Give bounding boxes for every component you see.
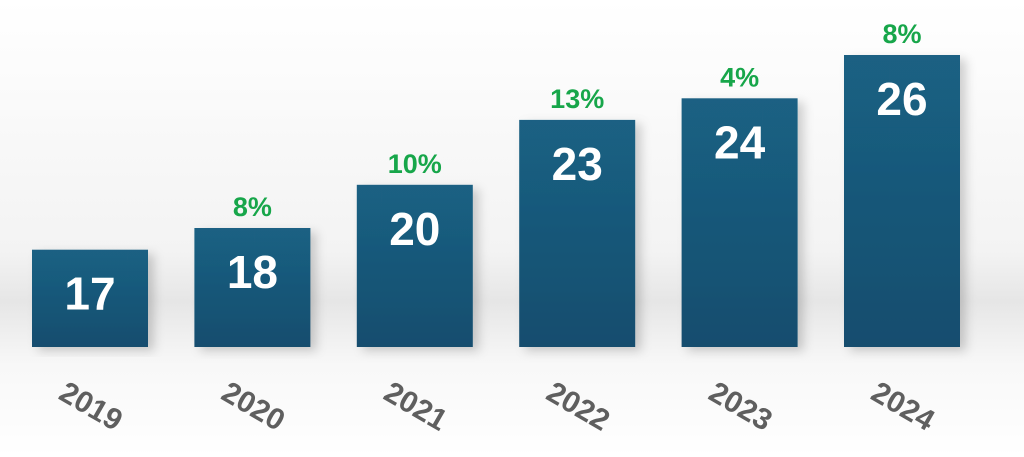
x-tick-label: 2019 [54, 376, 128, 438]
bars-layer [32, 55, 960, 348]
bar-2022 [519, 119, 636, 348]
x-tick-label: 2021 [378, 376, 452, 438]
x-tick-label: 2024 [866, 376, 941, 438]
x-tick-label: 2020 [216, 376, 290, 438]
x-tick-label: 2022 [541, 376, 615, 438]
bar-change-label: 8% [233, 192, 272, 222]
x-axis-ticks: 2019 2020 2021 2022 2023 2024 [54, 376, 941, 438]
bar-value-label: 18 [227, 246, 278, 298]
bar-change-label: 10% [388, 149, 442, 179]
bar-change-label: 8% [882, 19, 921, 49]
bar-2019 [32, 249, 148, 347]
bar-2023 [681, 98, 798, 347]
bar-value-label: 26 [876, 73, 927, 125]
bar-value-label: 17 [64, 268, 115, 320]
bar-2020 [194, 228, 311, 347]
bar-value-label: 20 [389, 203, 440, 255]
bar-value-label: 23 [552, 138, 603, 190]
bar-2024 [844, 55, 960, 347]
labels-layer: 17 18 8% 20 10% 23 13% 24 4% 26 8% [64, 19, 927, 320]
x-tick-label: 2023 [703, 376, 777, 438]
bar-value-label: 24 [714, 116, 766, 168]
bar-change-label: 4% [720, 62, 759, 92]
bar-2021 [356, 184, 473, 347]
bar-change-label: 13% [550, 84, 604, 114]
